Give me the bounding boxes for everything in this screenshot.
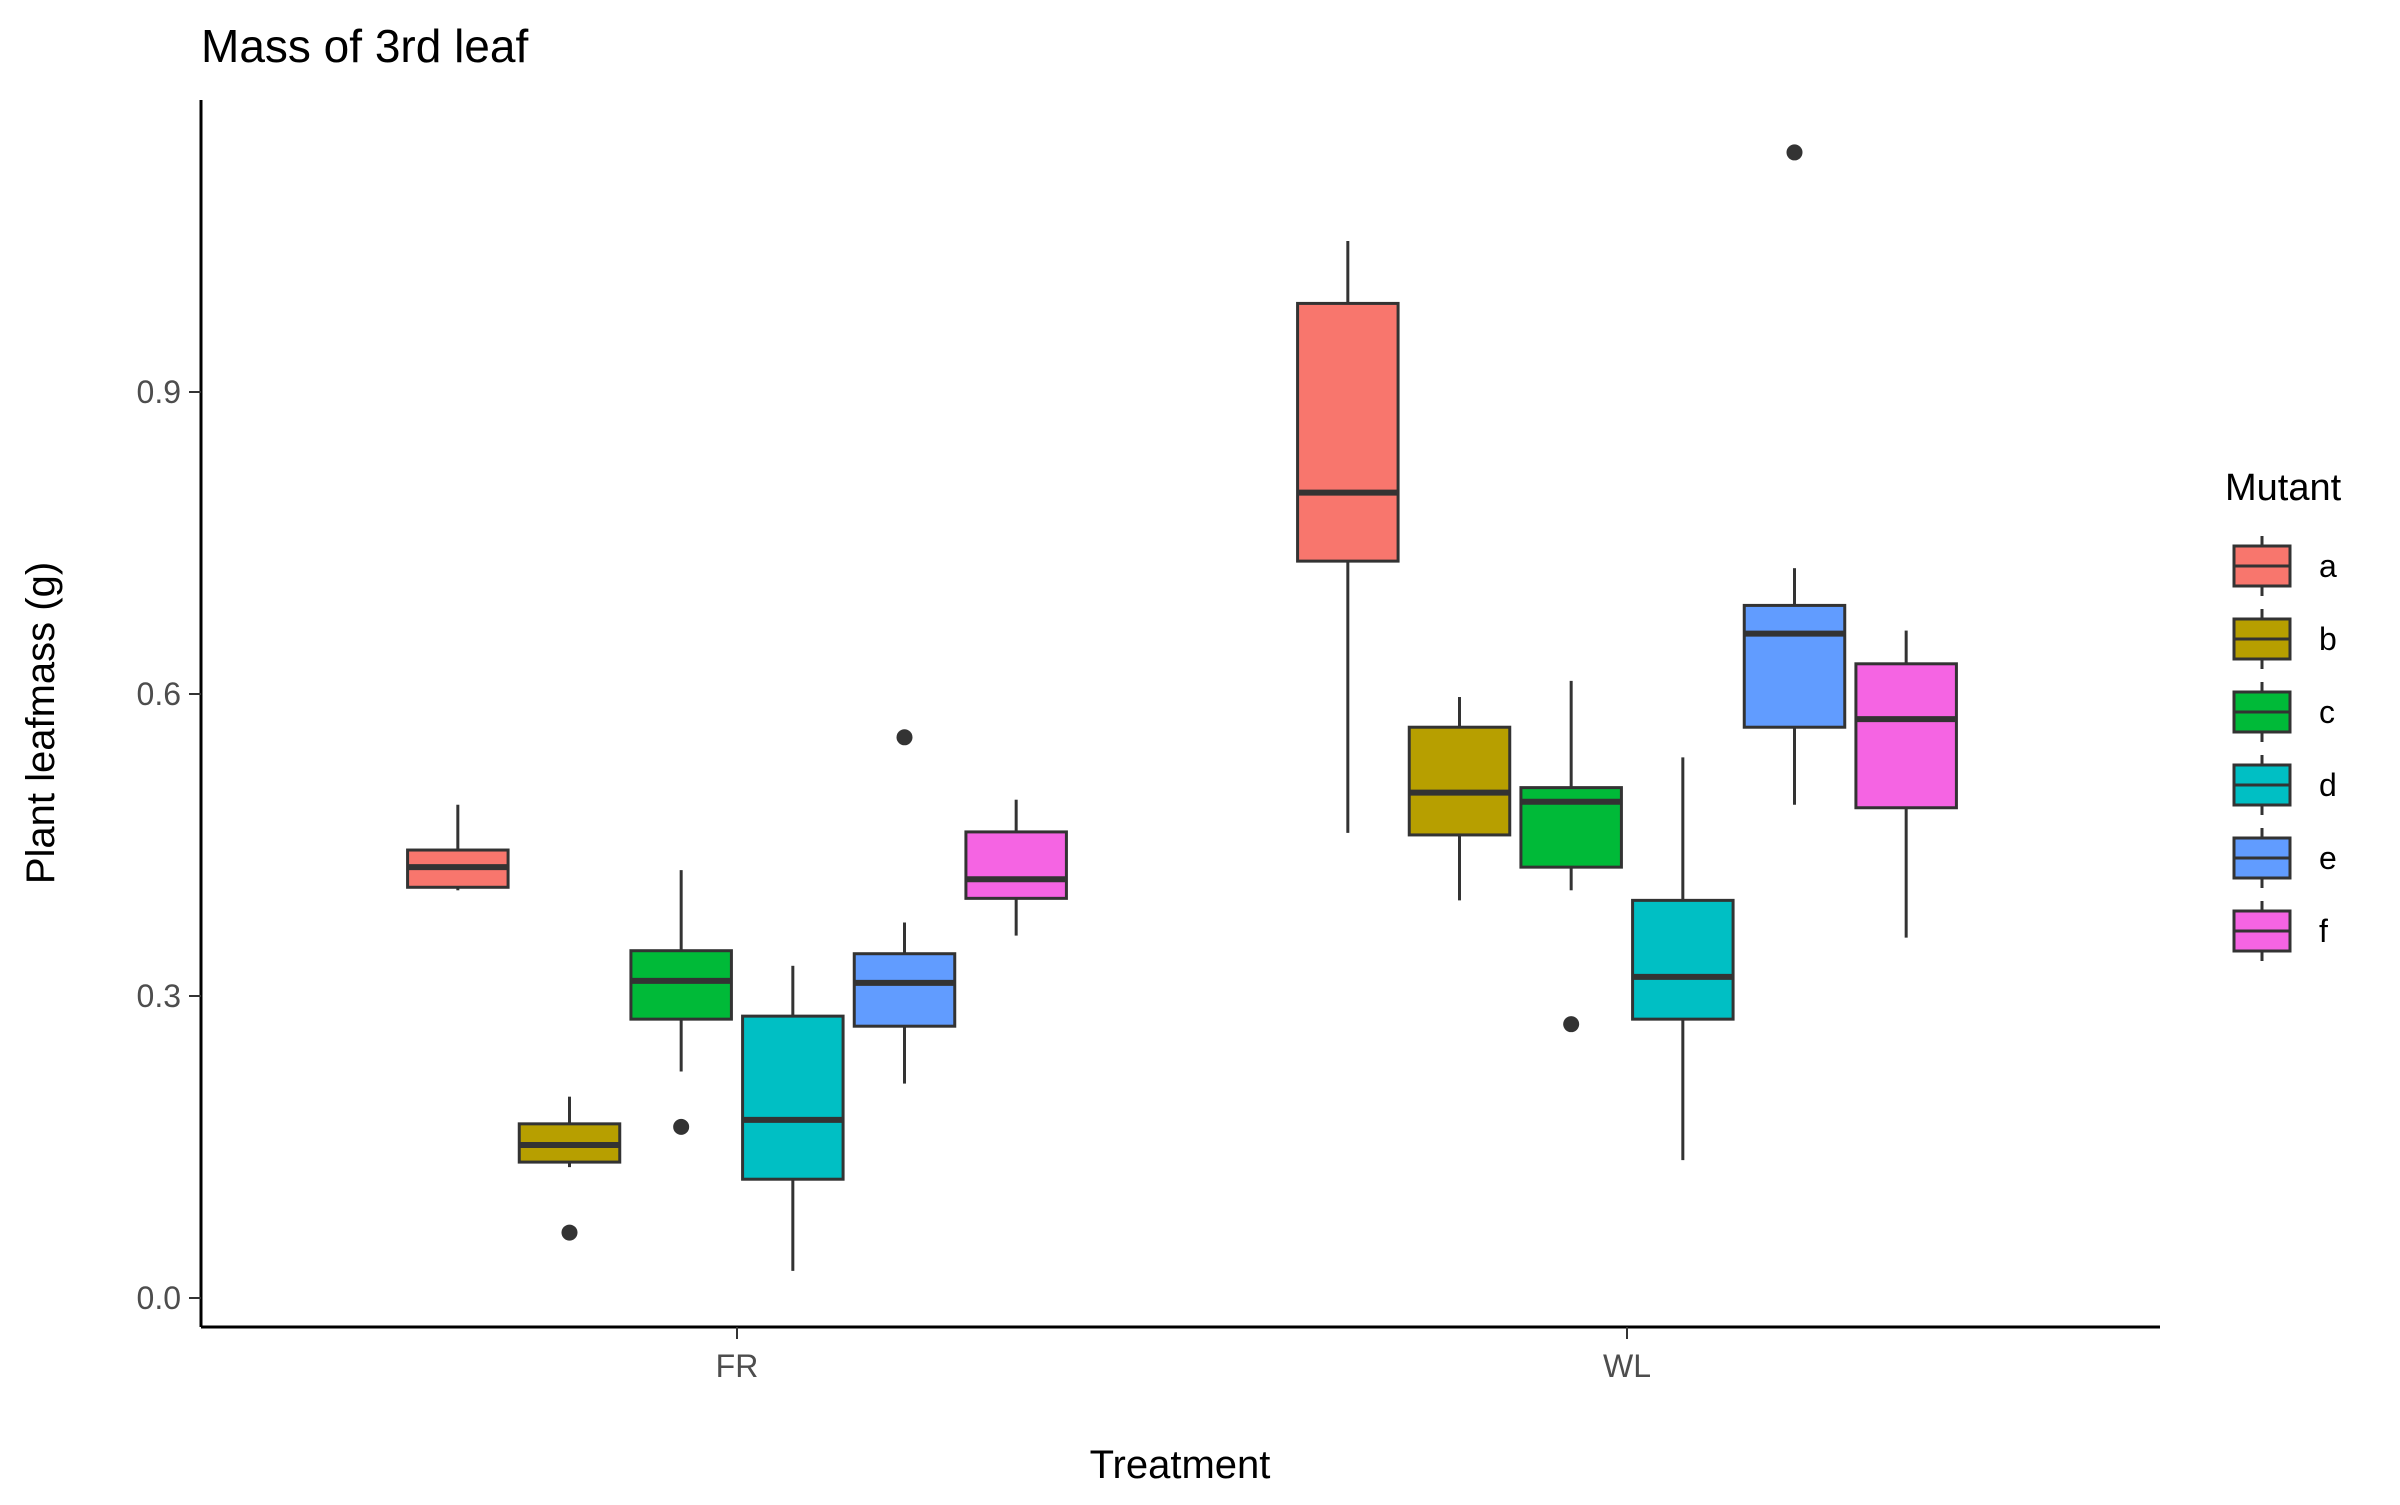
box-a-WL xyxy=(1296,241,1400,833)
legend-label: f xyxy=(2319,913,2328,949)
box-body xyxy=(629,949,733,1021)
legend-item-a: a xyxy=(2232,536,2337,596)
plot-area: 0.0 0.3 0.6 0.9 FR WL xyxy=(137,100,2160,1384)
box-body xyxy=(1742,603,1847,729)
x-axis-title: Treatment xyxy=(1090,1443,1271,1487)
legend-label: d xyxy=(2319,767,2337,803)
chart-title: Mass of 3rd leaf xyxy=(201,20,528,72)
box-f-FR xyxy=(964,799,1068,936)
x-tick-label: WL xyxy=(1603,1348,1651,1384)
box-body xyxy=(964,830,1068,900)
legend-item-e: e xyxy=(2232,828,2337,888)
legend-label: e xyxy=(2319,840,2337,876)
box-b-FR xyxy=(517,1096,622,1241)
box-c-WL xyxy=(1519,680,1623,1033)
outlier-point xyxy=(561,1224,578,1241)
box-f-WL xyxy=(1854,630,1958,938)
legend-label: c xyxy=(2319,694,2335,730)
box-a-FR xyxy=(406,804,510,891)
y-tick-label: 0.0 xyxy=(137,1280,181,1316)
outlier-point xyxy=(673,1118,690,1135)
box-body xyxy=(1631,898,1735,1021)
box-body xyxy=(1854,662,1958,810)
x-tick-label: FR xyxy=(716,1348,759,1384)
legend-item-f: f xyxy=(2232,901,2328,961)
box-e-FR xyxy=(852,729,957,1084)
legend-title: Mutant xyxy=(2225,467,2342,509)
box-body xyxy=(852,952,957,1028)
y-tick-label: 0.9 xyxy=(137,374,181,410)
legend: Mutant a b c d e f xyxy=(2225,467,2342,961)
box-d-FR xyxy=(741,965,845,1271)
y-tick-label: 0.3 xyxy=(137,978,181,1014)
box-e-WL xyxy=(1742,144,1847,805)
outlier-point xyxy=(896,729,913,746)
box-d-WL xyxy=(1631,757,1735,1161)
legend-label: a xyxy=(2319,548,2337,584)
legend-item-d: d xyxy=(2232,755,2337,815)
outlier-point xyxy=(1563,1016,1580,1033)
box-body xyxy=(741,1014,845,1181)
box-c-FR xyxy=(629,870,733,1135)
box-body xyxy=(1296,301,1400,563)
y-axis-title: Plant leafmass (g) xyxy=(19,562,63,884)
legend-item-b: b xyxy=(2232,609,2337,669)
legend-label: b xyxy=(2319,621,2337,657)
legend-item-c: c xyxy=(2232,682,2335,742)
box-b-WL xyxy=(1407,697,1512,901)
box-body xyxy=(1407,725,1512,837)
y-tick-label: 0.6 xyxy=(137,676,181,712)
outlier-point xyxy=(1786,144,1803,161)
